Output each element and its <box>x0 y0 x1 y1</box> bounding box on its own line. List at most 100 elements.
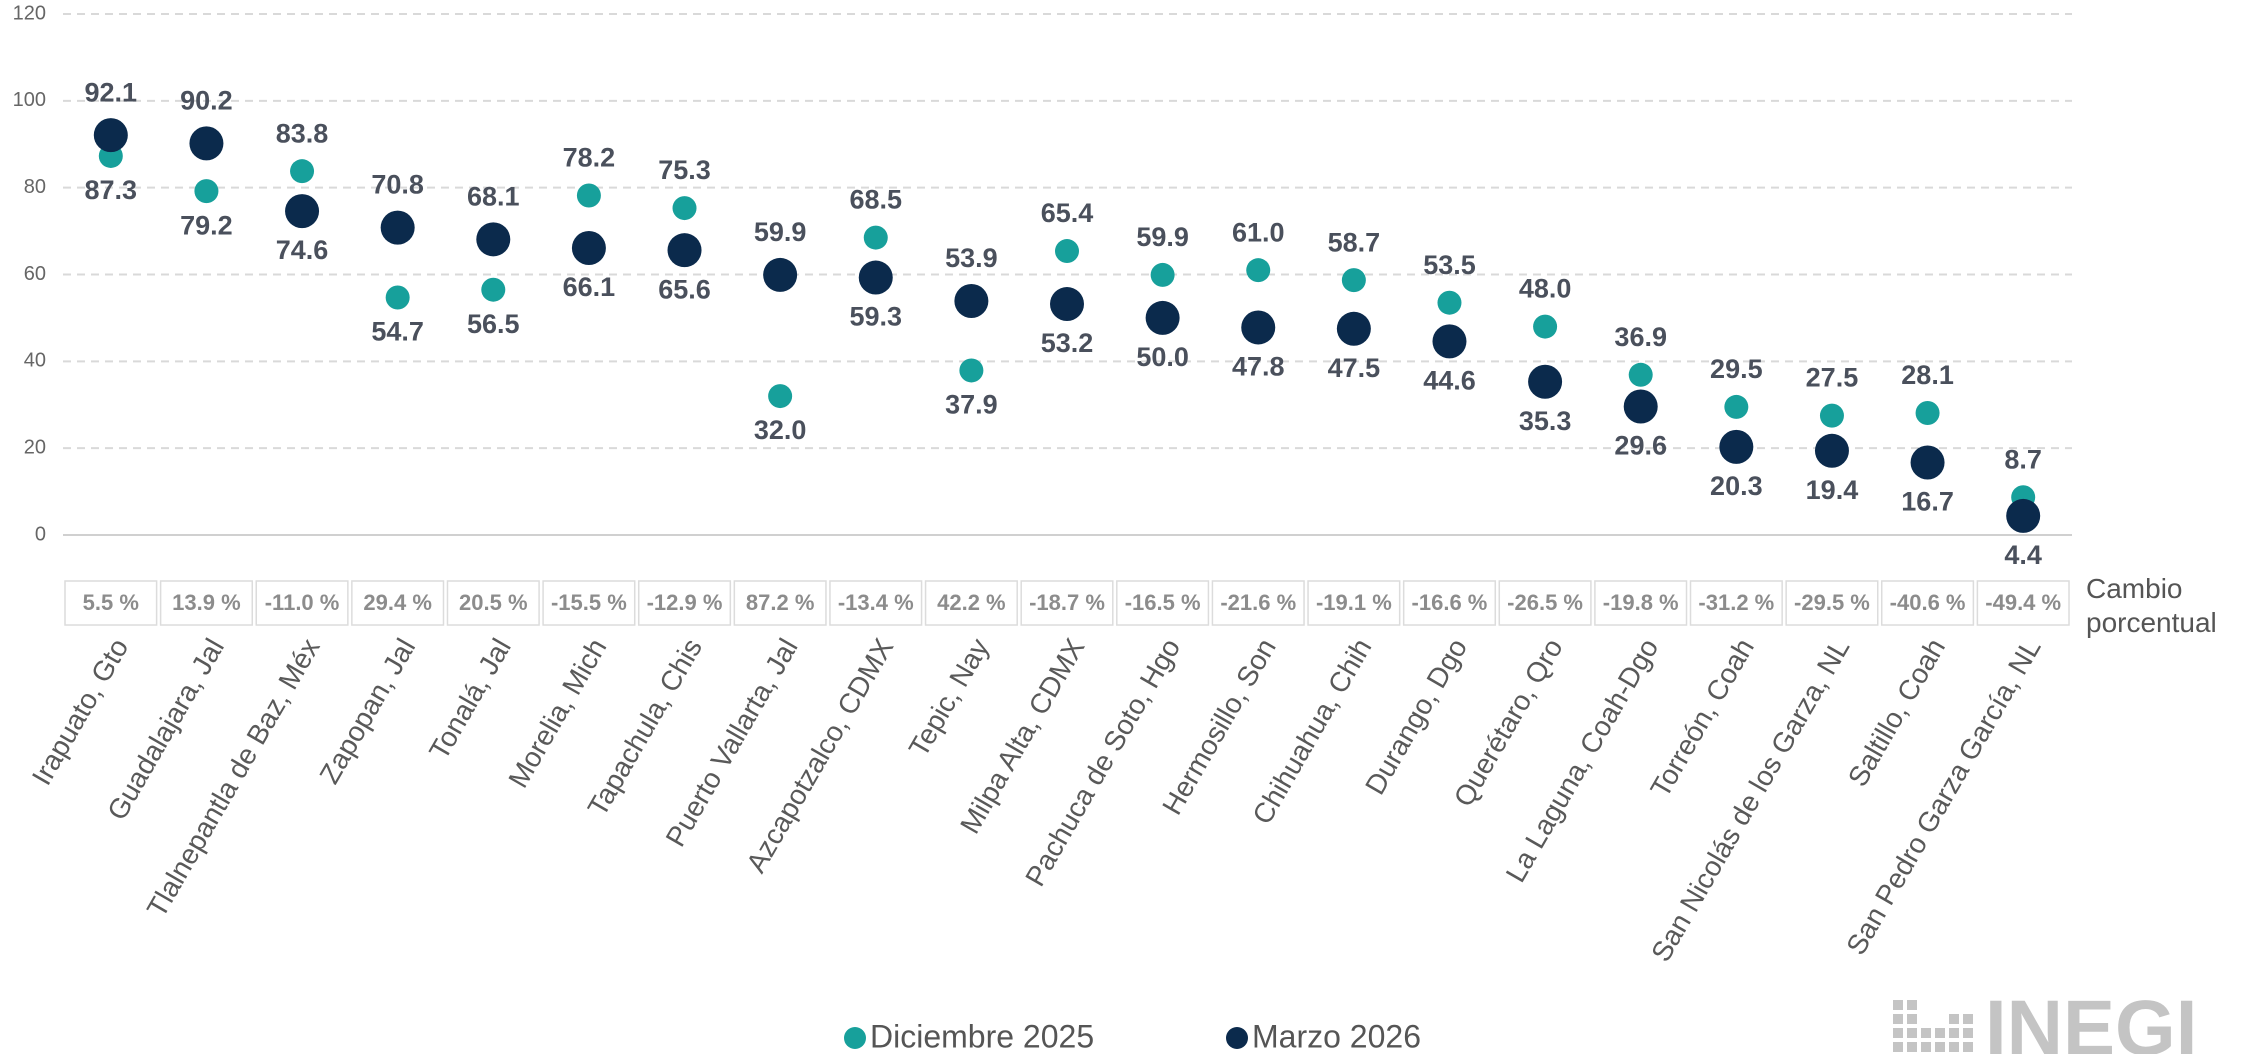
change-label: Cambio porcentual <box>2086 573 2217 638</box>
change-cell <box>1307 580 1401 626</box>
data-label: 78.2 <box>563 143 616 173</box>
dot <box>1623 389 1658 424</box>
change-value: -19.8 % <box>1603 590 1679 615</box>
y-tick-label: 100 <box>13 89 46 111</box>
logo-square <box>1893 1000 1903 1010</box>
logo-square <box>1963 1042 1973 1052</box>
dot <box>1437 290 1462 315</box>
logo-square <box>1963 1014 1973 1024</box>
dot <box>672 196 697 221</box>
data-label: 58.7 <box>1328 227 1381 257</box>
data-label: 35.3 <box>1519 406 1572 436</box>
dot <box>1719 429 1754 464</box>
change-value: -29.5 % <box>1794 590 1870 615</box>
dot <box>1910 445 1945 480</box>
change-cell <box>637 580 732 626</box>
dot <box>481 277 506 302</box>
legend-label: Marzo 2026 <box>1252 1018 1421 1054</box>
data-label: 59.3 <box>849 302 902 332</box>
dot <box>763 257 798 292</box>
change-value: 87.2 % <box>746 590 815 615</box>
data-label: 44.6 <box>1423 365 1476 395</box>
legend-label: Diciembre 2025 <box>870 1018 1094 1054</box>
x-tick-label: Zapopan, Jal <box>313 633 421 789</box>
data-label: 59.9 <box>754 217 807 247</box>
data-label: 79.2 <box>180 210 233 240</box>
data-label: 53.5 <box>1423 250 1476 280</box>
change-cell <box>1689 580 1783 626</box>
dot <box>1246 258 1271 283</box>
data-label: 53.2 <box>1041 328 1094 358</box>
dot <box>576 183 601 208</box>
data-label: 65.4 <box>1041 198 1094 228</box>
change-value: -11.0 % <box>265 590 340 615</box>
data-label: 68.1 <box>467 181 520 211</box>
data-label: 70.8 <box>371 170 424 200</box>
data-label: 75.3 <box>658 155 711 185</box>
dot <box>1150 262 1175 287</box>
change-cell <box>64 580 158 626</box>
x-tick-label: Irapuato, Gto <box>26 633 135 790</box>
dot <box>768 384 793 409</box>
dot <box>959 358 984 383</box>
change-value: -19.1 % <box>1316 590 1392 615</box>
data-label: 48.0 <box>1519 274 1572 304</box>
data-label: 29.6 <box>1614 431 1667 461</box>
y-tick-label: 120 <box>13 2 46 24</box>
dot <box>1050 287 1084 322</box>
data-label: 19.4 <box>1806 475 1859 505</box>
data-label: 28.1 <box>1901 360 1954 390</box>
dot <box>667 233 702 268</box>
dot <box>1819 403 1844 428</box>
legend-marker <box>1226 1027 1248 1049</box>
data-label: 53.9 <box>945 243 998 273</box>
logo-square <box>1893 1014 1903 1024</box>
change-value: -49.4 % <box>1985 590 2061 615</box>
y-tick-label: 20 <box>24 436 46 458</box>
change-value: -16.5 % <box>1125 590 1201 615</box>
data-label: 16.7 <box>1901 487 1954 517</box>
data-label: 8.7 <box>2004 444 2042 474</box>
logo-square <box>1921 1042 1931 1052</box>
data-label: 83.8 <box>276 118 329 148</box>
change-value: 5.5 % <box>83 590 139 615</box>
change-cell <box>1881 580 1975 626</box>
change-cell <box>255 580 349 626</box>
logo-text: INEGI <box>1985 984 2197 1054</box>
x-tick-label: Saltillo, Coah <box>1842 633 1951 791</box>
x-tick-label: San Pedro Garza García, NL <box>1840 633 2047 960</box>
change-value: 13.9 % <box>172 590 241 615</box>
data-label: 50.0 <box>1136 342 1189 372</box>
change-value: -40.6 % <box>1890 590 1966 615</box>
dot <box>1724 394 1749 419</box>
data-label: 65.6 <box>658 274 711 304</box>
dot <box>385 285 410 310</box>
y-tick-label: 0 <box>35 523 46 545</box>
data-label: 90.2 <box>180 86 233 116</box>
change-cell <box>1020 580 1114 626</box>
logo-square <box>1907 1000 1917 1010</box>
x-tick-label: San Nicolás de los Garza, NL <box>1645 633 1855 967</box>
change-cell <box>1402 580 1497 626</box>
data-label: 68.5 <box>849 185 902 215</box>
dot <box>1241 310 1276 345</box>
dot <box>1336 311 1371 346</box>
change-cell <box>1785 580 1879 626</box>
change-cell <box>1116 580 1210 626</box>
logo-square <box>1963 1028 1973 1038</box>
dot <box>290 159 315 184</box>
change-value: -31.2 % <box>1698 590 1774 615</box>
change-value: -12.9 % <box>647 590 723 615</box>
data-label: 4.4 <box>2004 540 2042 570</box>
data-label: 74.6 <box>276 235 329 265</box>
data-label: 59.9 <box>1136 222 1189 252</box>
data-label: 27.5 <box>1806 363 1859 393</box>
data-label: 47.8 <box>1232 352 1285 382</box>
y-tick-label: 40 <box>24 350 46 372</box>
dot <box>571 231 606 266</box>
change-value: -15.5 % <box>551 590 627 615</box>
change-value: -18.7 % <box>1029 590 1105 615</box>
dot <box>1915 400 1940 425</box>
data-label: 37.9 <box>945 390 998 420</box>
